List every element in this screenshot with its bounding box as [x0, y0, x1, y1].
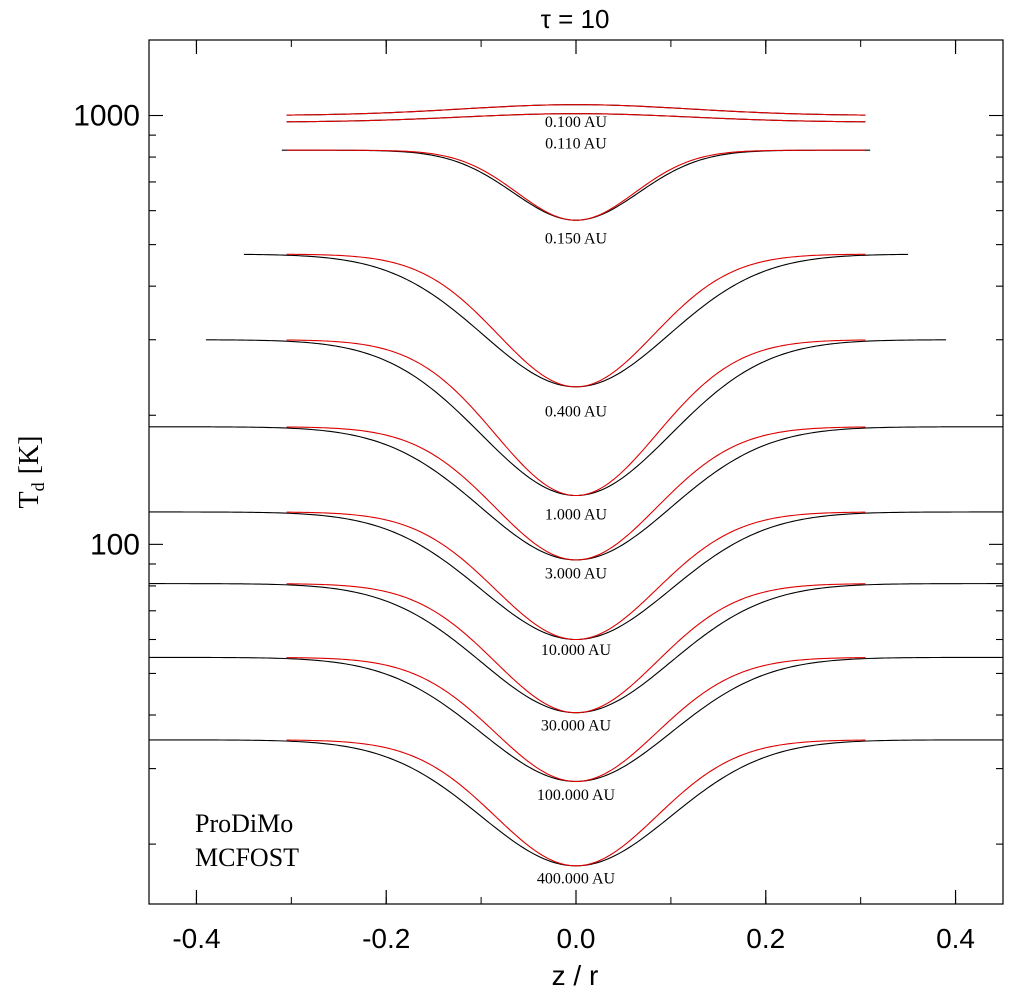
y-tick-label: 100 — [90, 528, 140, 561]
x-tick-label: -0.2 — [362, 923, 410, 954]
mcfost-curve — [281, 149, 871, 221]
radius-label: 0.150 AU — [545, 230, 608, 247]
radius-label: 400.000 AU — [537, 871, 616, 888]
radius-label: 100.000 AU — [537, 787, 616, 804]
radius-label: 1.000 AU — [545, 507, 608, 524]
x-tick-label: -0.4 — [172, 923, 220, 954]
plot-frame — [148, 39, 1004, 905]
prodimo-curve — [286, 104, 866, 116]
mcfost-curve — [243, 253, 909, 388]
x-tick-label: 0.2 — [746, 923, 785, 954]
legend-item-mcfost: MCFOST — [195, 843, 299, 872]
y-axis-label: Td [K] — [14, 436, 48, 509]
prodimo-curve — [286, 149, 866, 221]
legend: ProDiMo MCFOST — [195, 809, 299, 872]
x-tick-label: 0.4 — [936, 923, 975, 954]
prodimo-curve — [286, 583, 866, 714]
x-axis-label: z / r — [552, 960, 599, 991]
y-axis-ticks: 100 1000 — [73, 100, 1003, 845]
prodimo-curve — [286, 113, 866, 123]
legend-item-prodimo: ProDiMo — [195, 809, 293, 838]
radius-label: 0.400 AU — [545, 404, 608, 421]
prodimo-curve — [286, 426, 866, 561]
radius-label: 30.000 AU — [541, 718, 612, 735]
y-tick-label: 1000 — [73, 100, 140, 133]
curve-labels: 0.100 AU 0.110 AU 0.150 AU 0.400 AU 1.000 AU… — [537, 114, 616, 888]
mcfost-curve — [149, 426, 1003, 561]
y-axis-label-unit: [K] — [14, 436, 45, 475]
prodimo-curve — [286, 657, 866, 782]
radius-label: 10.000 AU — [541, 642, 612, 659]
chart-title: τ = 10 — [541, 4, 610, 34]
x-axis-ticks: -0.4 -0.2 0.0 0.2 0.4 — [172, 40, 975, 954]
prodimo-curve — [286, 339, 866, 497]
prodimo-curve — [286, 739, 866, 867]
radius-label: 3.000 AU — [545, 565, 608, 582]
radius-label: 0.110 AU — [545, 136, 607, 153]
curves — [149, 104, 1003, 867]
radius-label: 0.100 AU — [545, 114, 608, 131]
y-axis-label-main: T — [14, 491, 45, 508]
prodimo-curve — [286, 511, 866, 641]
prodimo-curve — [286, 253, 866, 388]
y-axis-label-sub: d — [28, 482, 48, 491]
x-tick-label: 0.0 — [557, 923, 596, 954]
